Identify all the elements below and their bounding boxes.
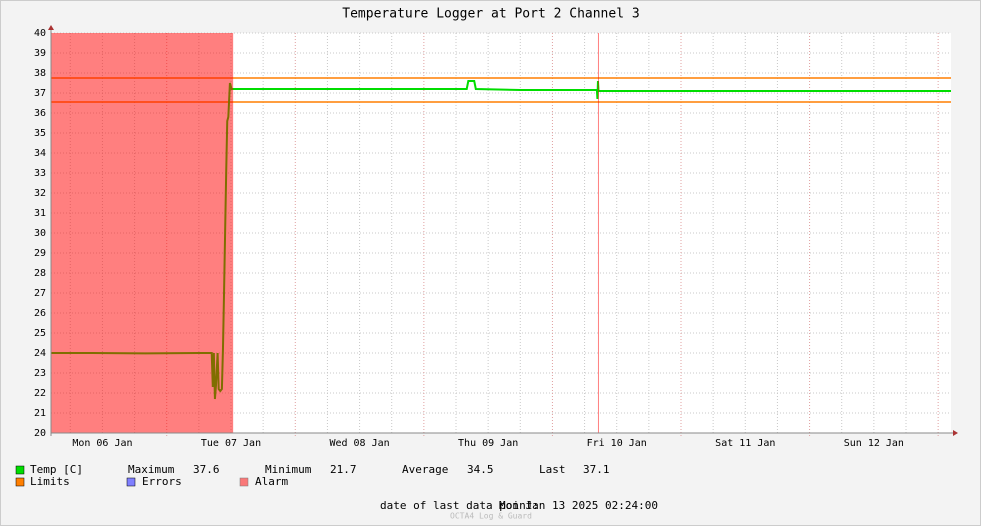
y-tick-label: 35: [34, 128, 46, 139]
alarm-span: [51, 33, 234, 433]
legend-swatch: [126, 477, 136, 487]
legend-label: Limits: [30, 475, 70, 488]
y-tick-label: 24: [34, 348, 46, 359]
y-tick-label: 29: [34, 248, 46, 259]
footer-value: Mon Jan 13 2025 02:24:00: [499, 499, 658, 512]
stat-label: Last: [539, 463, 566, 476]
y-tick-label: 34: [34, 148, 46, 159]
y-tick-label: 38: [34, 68, 46, 79]
y-tick-label: 30: [34, 228, 46, 239]
y-arrow: [48, 25, 54, 30]
y-tick-label: 33: [34, 168, 46, 179]
footer-label: date of last data point:: [380, 499, 539, 512]
y-tick-label: 27: [34, 288, 46, 299]
stat-value: 37.1: [583, 463, 610, 476]
stat-label: Minimum: [265, 463, 312, 476]
stat-value: 21.7: [330, 463, 357, 476]
stat-label: Maximum: [128, 463, 175, 476]
credit: OCTA4 Log & Guard: [450, 512, 532, 521]
stat-label: Average: [402, 463, 448, 476]
y-tick-label: 23: [34, 368, 46, 379]
legend-label: Errors: [142, 475, 182, 488]
legend-swatch: [15, 477, 25, 487]
y-tick-label: 20: [34, 428, 46, 439]
y-tick-label: 32: [34, 188, 46, 199]
x-tick-label: Wed 08 Jan: [329, 438, 389, 449]
x-tick-label: Thu 09 Jan: [458, 438, 518, 449]
x-tick-label: Sat 11 Jan: [715, 438, 775, 449]
x-tick-label: Fri 10 Jan: [587, 438, 647, 449]
y-tick-label: 28: [34, 268, 46, 279]
y-tick-label: 31: [34, 208, 46, 219]
y-tick-label: 39: [34, 48, 46, 59]
legend-label: Temp [C]: [30, 463, 83, 476]
y-tick-label: 37: [34, 88, 46, 99]
plot: [51, 32, 951, 436]
x-tick-label: Tue 07 Jan: [201, 438, 261, 449]
x-arrow: [953, 430, 958, 436]
x-tick-label: Sun 12 Jan: [844, 438, 904, 449]
y-tick-label: 22: [34, 388, 46, 399]
legend-swatch: [15, 465, 25, 475]
stat-value: 37.6: [193, 463, 220, 476]
alarm-span: [597, 33, 599, 433]
chart-title: Temperature Logger at Port 2 Channel 3: [342, 7, 639, 22]
stat-value: 34.5: [467, 463, 494, 476]
y-tick-label: 40: [34, 28, 46, 39]
x-tick-label: Mon 06 Jan: [72, 438, 132, 449]
y-tick-label: 36: [34, 108, 46, 119]
y-tick-label: 21: [34, 408, 46, 419]
legend-label: Alarm: [255, 475, 288, 488]
legend-swatch: [239, 477, 249, 487]
y-tick-label: 25: [34, 328, 46, 339]
y-tick-label: 26: [34, 308, 46, 319]
